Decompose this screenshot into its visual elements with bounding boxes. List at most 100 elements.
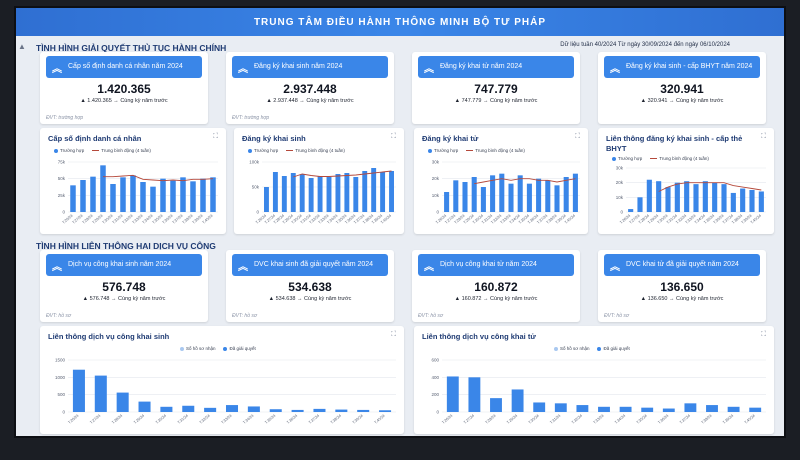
kpi-card-dvc-death-resolved: ︽ DVC khai tử đã giải quyết năm 2024 136… — [598, 250, 766, 322]
double-chevron-up-icon: ︽ — [52, 261, 62, 273]
x-tick-label: T.31/24 — [549, 414, 561, 425]
kpi-card-dvc-birth-resolved: ︽ DVC khai sinh đã giải quyết năm 2024 5… — [226, 250, 394, 322]
kpi-value: 1.420.365 — [97, 82, 151, 96]
expand-icon[interactable]: ⛶ — [575, 133, 580, 140]
chart-title: Đăng ký khai tử — [422, 134, 479, 143]
expand-icon[interactable]: ⛶ — [213, 133, 218, 140]
bar — [740, 188, 746, 212]
chevron-up-icon[interactable]: ▲ — [18, 42, 26, 51]
bar — [545, 180, 551, 212]
legend-received: Số hồ sơ nhận — [180, 346, 215, 351]
bar — [180, 177, 186, 212]
bar — [517, 175, 523, 212]
bar — [511, 389, 524, 412]
expand-icon[interactable]: ⛶ — [761, 133, 766, 140]
x-tick-label: T.29/24 — [92, 214, 104, 225]
expand-icon[interactable]: ⛶ — [761, 331, 766, 338]
x-tick-label: T.34/24 — [242, 414, 254, 425]
kpi-compare: ▲ 1.420.365 → Cùng kỳ năm trước — [80, 98, 168, 104]
bar — [490, 398, 502, 412]
kpi-value: 2.937.448 — [283, 82, 337, 96]
kpi-value: 136.650 — [660, 280, 704, 294]
chart-legend: Trường hợp Trung bình động (4 tuần) — [428, 148, 525, 153]
bar — [536, 178, 542, 212]
y-tick-label: 200 — [431, 392, 439, 397]
kpi-compare: ▲ 534.638 → Cùng kỳ năm trước — [268, 296, 352, 302]
chart-title: Liên thông dịch vụ công khai sinh — [48, 332, 170, 341]
bar — [110, 184, 116, 212]
kpi-header: ︽ DVC khai sinh đã giải quyết năm 2024 — [232, 254, 388, 276]
x-tick-label: T.28/24 — [638, 214, 650, 225]
moving-average-line — [293, 170, 392, 178]
kpi-compare: ▲ 2.937.448 → Cùng kỳ năm trước — [266, 98, 354, 104]
bar — [264, 187, 269, 212]
moving-average-line — [658, 182, 762, 192]
kpi-card-dvc-death: ︽ Dịch vụ công khai tử năm 2024 160.872 … — [412, 250, 580, 322]
expand-icon[interactable]: ⛶ — [391, 133, 396, 140]
bar — [684, 403, 697, 412]
x-tick-label: T.28/24 — [454, 214, 466, 225]
x-tick-label: T.37/24 — [353, 214, 365, 225]
x-tick-label: T.26/24 — [62, 214, 74, 225]
bar — [130, 175, 136, 212]
chart-svg: 0 50k 100k T.26/24T.27/24T.28/24T.29/24T.30… — [249, 160, 396, 225]
bar — [508, 183, 514, 212]
bar — [656, 181, 662, 212]
kpi-value: 320.941 — [660, 82, 704, 96]
bar — [533, 402, 546, 412]
bar — [281, 176, 287, 212]
kpi-label: Dịch vụ công khai tử năm 2024 — [440, 260, 537, 268]
x-tick-label: T.36/24 — [527, 214, 539, 225]
bar — [138, 401, 151, 412]
x-tick-label: T.27/24 — [629, 214, 641, 225]
legend-bars: Trường hợp — [612, 156, 642, 161]
expand-icon[interactable]: ⛶ — [391, 331, 396, 338]
y-tick-label: 400 — [431, 375, 439, 380]
bar — [446, 376, 459, 412]
bar — [490, 175, 496, 212]
bar — [317, 176, 323, 212]
bar — [730, 192, 736, 212]
x-tick-label: T.36/24 — [286, 414, 298, 425]
bar — [353, 177, 359, 212]
x-tick-label: T.33/24 — [685, 214, 697, 225]
x-tick-label: T.33/24 — [593, 414, 605, 425]
x-tick-label: T.39/24 — [192, 214, 204, 225]
bar — [554, 185, 560, 212]
y-tick-label: 75k — [58, 160, 66, 165]
bar — [150, 186, 156, 212]
bar — [182, 405, 195, 412]
bar — [290, 173, 296, 212]
kpi-value: 160.872 — [474, 280, 518, 294]
bar — [335, 174, 341, 212]
legend-bars: Trường hợp — [54, 148, 84, 153]
bar — [468, 377, 481, 412]
x-tick-label: T.33/24 — [318, 214, 330, 225]
x-tick-label: T.28/24 — [273, 214, 285, 225]
x-tick-label: T.27/24 — [463, 414, 475, 425]
bar — [389, 171, 394, 212]
y-tick-label: 1000 — [55, 375, 66, 380]
x-tick-label: T.39/24 — [741, 214, 753, 225]
bar — [471, 177, 477, 212]
x-tick-label: T.34/24 — [142, 214, 154, 225]
x-tick-label: T.31/24 — [177, 414, 189, 425]
x-tick-label: T.31/24 — [300, 214, 312, 225]
kpi-unit: ĐVT: trường hợp — [232, 115, 270, 121]
bar — [94, 375, 107, 412]
bar — [499, 173, 505, 212]
x-tick-label: T.35/24 — [518, 214, 530, 225]
bar — [665, 187, 671, 212]
x-tick-label: T.36/24 — [344, 214, 356, 225]
bar — [480, 187, 486, 212]
x-tick-label: T.38/24 — [701, 414, 713, 425]
legend-line: Trung bình động (4 tuần) — [650, 156, 709, 161]
x-tick-label: T.28/24 — [111, 414, 123, 425]
kpi-card-birth-bhyt: ︽ Đăng ký khai sinh - cấp BHYT năm 2024 … — [598, 52, 766, 124]
kpi-label: Đăng ký khai tử năm 2024 — [440, 62, 523, 70]
page-title: TRUNG TÂM ĐIỀU HÀNH THÔNG MINH BỘ TƯ PHÁ… — [253, 16, 547, 28]
moving-average-line — [474, 178, 576, 185]
bar — [674, 182, 680, 212]
y-tick-label: 0 — [62, 210, 65, 215]
x-tick-label: T.36/24 — [657, 414, 669, 425]
